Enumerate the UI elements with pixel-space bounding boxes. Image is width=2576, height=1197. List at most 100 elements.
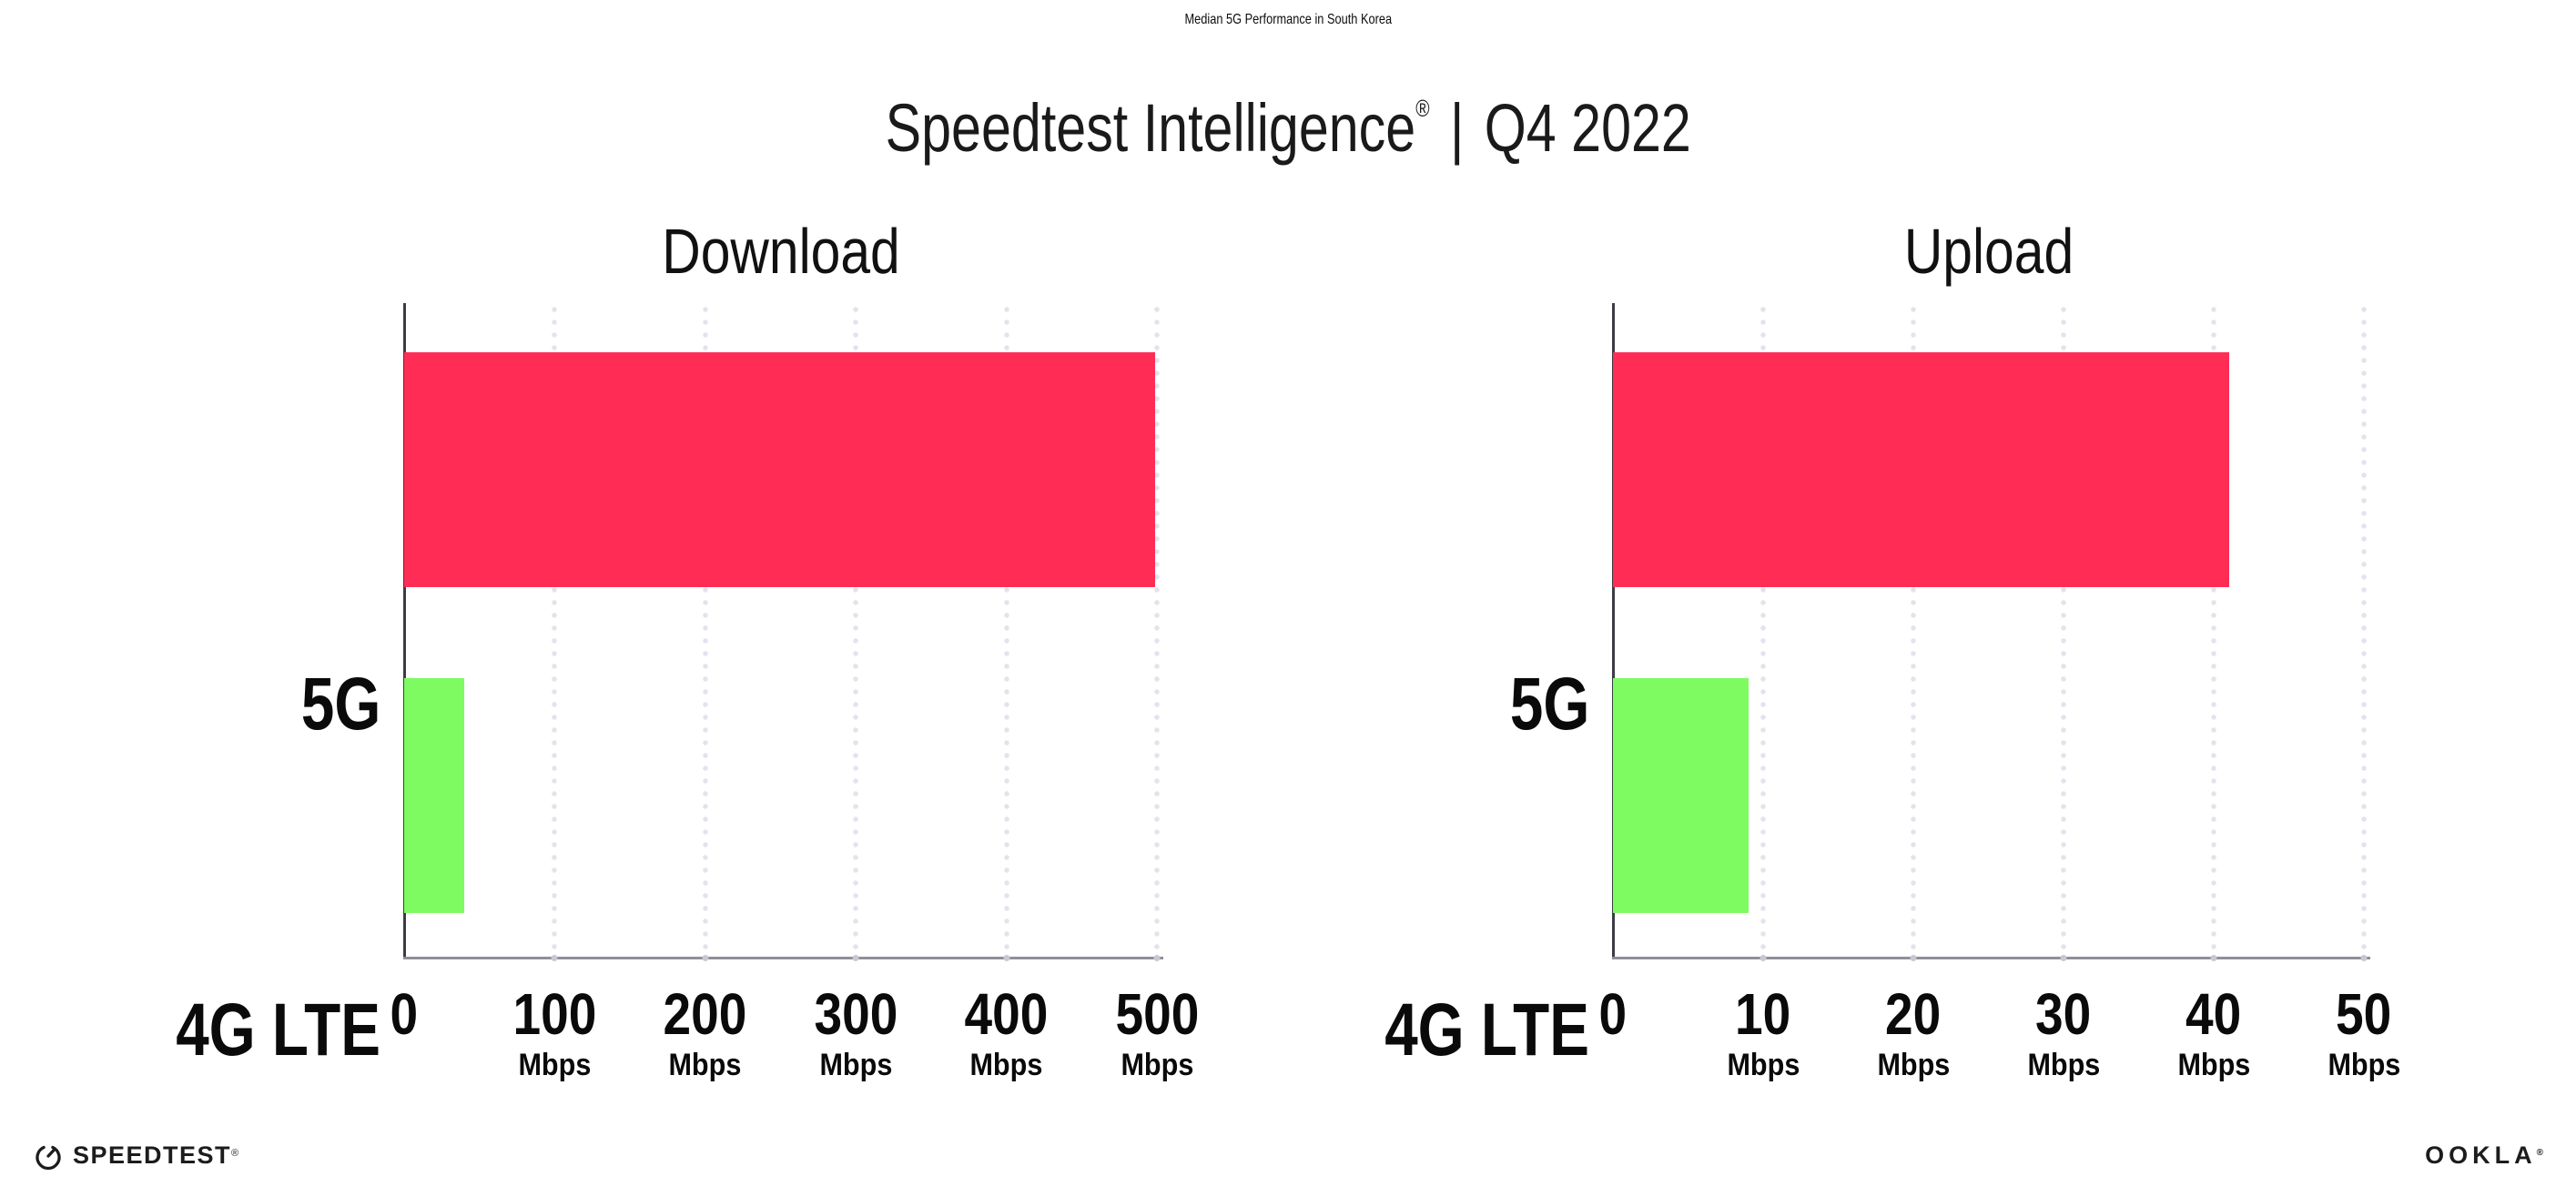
upload-tick-value-0: 0 — [1504, 985, 1722, 1043]
upload-bar-row-5g: 5G — [1509, 352, 2364, 742]
upload-axis-tick-20 — [1910, 955, 1917, 961]
download-y-axis-line — [403, 303, 406, 958]
upload-gridline-50 — [2361, 303, 2367, 958]
download-tick-unit-text: Mbps — [969, 1048, 1043, 1082]
speedtest-wordmark-text: SPEEDTEST — [73, 1141, 232, 1169]
download-tick-unit-text: Mbps — [819, 1048, 893, 1082]
upload-tick-value-text: 40 — [2186, 981, 2242, 1047]
download-x-axis-line — [403, 957, 1163, 959]
upload-tick-unit-text: Mbps — [1877, 1048, 1950, 1082]
download-tick-unit-text: Mbps — [518, 1048, 592, 1082]
download-axis-tick-400 — [1003, 955, 1010, 961]
download-tick-value-text: 400 — [964, 981, 1049, 1047]
upload-gridline-40 — [2211, 303, 2216, 958]
ookla-wordmark-text: OOKLA — [2425, 1141, 2537, 1169]
upload-category-label-text: 4G LTE — [1384, 989, 1589, 1071]
download-chart-plot: Download 0 100 Mbps 200 Mbps 300 Mbps 400 Mbps 50… — [176, 219, 1199, 1080]
upload-y-axis-line — [1612, 303, 1615, 958]
upload-bar-5g — [1613, 352, 2229, 587]
upload-bar-row-4g-lte: 4G LTE — [1384, 678, 2364, 1068]
download-tick-value-300: 300 — [746, 985, 965, 1043]
upload-tick-unit-text: Mbps — [2177, 1048, 2250, 1082]
upload-tick-label-40: 40 Mbps — [2104, 985, 2323, 1080]
download-tick-label-200: 200 Mbps — [596, 985, 815, 1080]
download-bar-row-4g-lte: 4G LTE — [176, 678, 1157, 1068]
upload-x-axis-line — [1612, 957, 2370, 959]
upload-tick-value-40: 40 — [2104, 985, 2323, 1043]
download-category-label-5g: 5G — [0, 587, 380, 822]
download-category-label-text: 5G — [300, 663, 380, 746]
upload-tick-label-0: 0 — [1504, 985, 1722, 1043]
upload-tick-value-30: 30 — [1954, 985, 2173, 1043]
download-tick-label-500: 500 Mbps — [1048, 985, 1266, 1080]
upload-tick-value-text: 30 — [2035, 981, 2092, 1047]
upload-axis-tick-10 — [1760, 955, 1767, 961]
download-tick-unit-300: Mbps — [746, 1050, 965, 1080]
speedtest-logo: SPEEDTEST® — [33, 1140, 240, 1171]
registered-trademark-icon: ® — [1415, 95, 1430, 122]
download-gridline-400 — [1003, 303, 1009, 958]
upload-gridline-20 — [1911, 303, 1916, 958]
subtitle-divider: | — [1449, 90, 1465, 166]
upload-tick-value-text: 20 — [1885, 981, 1942, 1047]
upload-category-label-4g-lte: 4G LTE — [1116, 913, 1589, 1148]
upload-tick-label-20: 20 Mbps — [1804, 985, 2023, 1080]
ookla-registered-icon: ® — [2536, 1148, 2543, 1158]
upload-bar-4g-lte — [1613, 678, 1749, 913]
upload-gridline-10 — [1760, 303, 1766, 958]
upload-tick-value-text: 0 — [1598, 981, 1628, 1047]
upload-category-label-text: 5G — [1509, 663, 1589, 746]
upload-tick-unit-text: Mbps — [2328, 1048, 2400, 1082]
download-tick-value-text: 0 — [390, 981, 419, 1047]
download-bar-4g-lte — [404, 678, 465, 913]
download-bar-row-5g: 5G — [300, 352, 1157, 742]
upload-tick-unit-40: Mbps — [2104, 1050, 2323, 1080]
download-gridline-100 — [552, 303, 558, 958]
upload-tick-label-30: 30 Mbps — [1954, 985, 2173, 1080]
download-chart-title: Download — [661, 216, 900, 287]
speedtest-gauge-icon — [35, 1145, 61, 1171]
download-tick-unit-text: Mbps — [668, 1048, 742, 1082]
download-tick-unit-100: Mbps — [445, 1050, 664, 1080]
download-axis-tick-500 — [1153, 955, 1161, 961]
upload-tick-unit-10: Mbps — [1654, 1050, 1872, 1080]
download-tick-value-0: 0 — [295, 985, 513, 1043]
upload-tick-value-20: 20 — [1804, 985, 2023, 1043]
download-axis-tick-200 — [702, 955, 709, 961]
download-tick-unit-200: Mbps — [596, 1050, 815, 1080]
download-bar-5g — [404, 352, 1156, 587]
download-tick-value-500: 500 — [1048, 985, 1266, 1043]
page-subtitle: Speedtest Intelligence® | Q4 2022 — [0, 95, 2576, 162]
upload-chart-title: Upload — [1903, 216, 2074, 287]
download-tick-unit-400: Mbps — [898, 1050, 1116, 1080]
upload-tick-value-text: 10 — [1735, 981, 1791, 1047]
download-tick-value-200: 200 — [596, 985, 815, 1043]
download-tick-label-300: 300 Mbps — [746, 985, 965, 1080]
download-gridline-300 — [853, 303, 859, 958]
subtitle-brand: Speedtest Intelligence — [885, 90, 1415, 166]
upload-axis-tick-50 — [2360, 955, 2368, 961]
upload-tick-label-50: 50 Mbps — [2255, 985, 2473, 1080]
upload-tick-unit-text: Mbps — [2027, 1048, 2100, 1082]
speedtest-registered-icon: ® — [231, 1147, 240, 1159]
page-subtitle-text: Speedtest Intelligence® | Q4 2022 — [885, 95, 1690, 162]
download-tick-value-text: 200 — [663, 981, 747, 1047]
download-category-label-text: 4G LTE — [176, 989, 380, 1071]
upload-tick-value-10: 10 — [1654, 985, 1872, 1043]
download-category-label-4g-lte: 4G LTE — [0, 913, 380, 1148]
upload-tick-unit-50: Mbps — [2255, 1050, 2473, 1080]
download-tick-value-400: 400 — [898, 985, 1116, 1043]
upload-tick-label-10: 10 Mbps — [1654, 985, 1872, 1080]
upload-chart-plot: Upload 0 10 Mbps 20 Mbps 30 Mbps 40 Mbps 50 Mbps 5G… — [1384, 219, 2400, 1080]
download-tick-unit-500: Mbps — [1048, 1050, 1266, 1080]
upload-axis-tick-30 — [2060, 955, 2067, 961]
upload-tick-unit-30: Mbps — [1954, 1050, 2173, 1080]
download-tick-unit-text: Mbps — [1121, 1048, 1193, 1082]
upload-tick-value-text: 50 — [2336, 981, 2392, 1047]
upload-tick-unit-20: Mbps — [1804, 1050, 2023, 1080]
download-tick-value-text: 100 — [512, 981, 597, 1047]
download-gridline-200 — [702, 303, 708, 958]
upload-axis-tick-40 — [2210, 955, 2217, 961]
download-gridline-500 — [1154, 303, 1160, 958]
